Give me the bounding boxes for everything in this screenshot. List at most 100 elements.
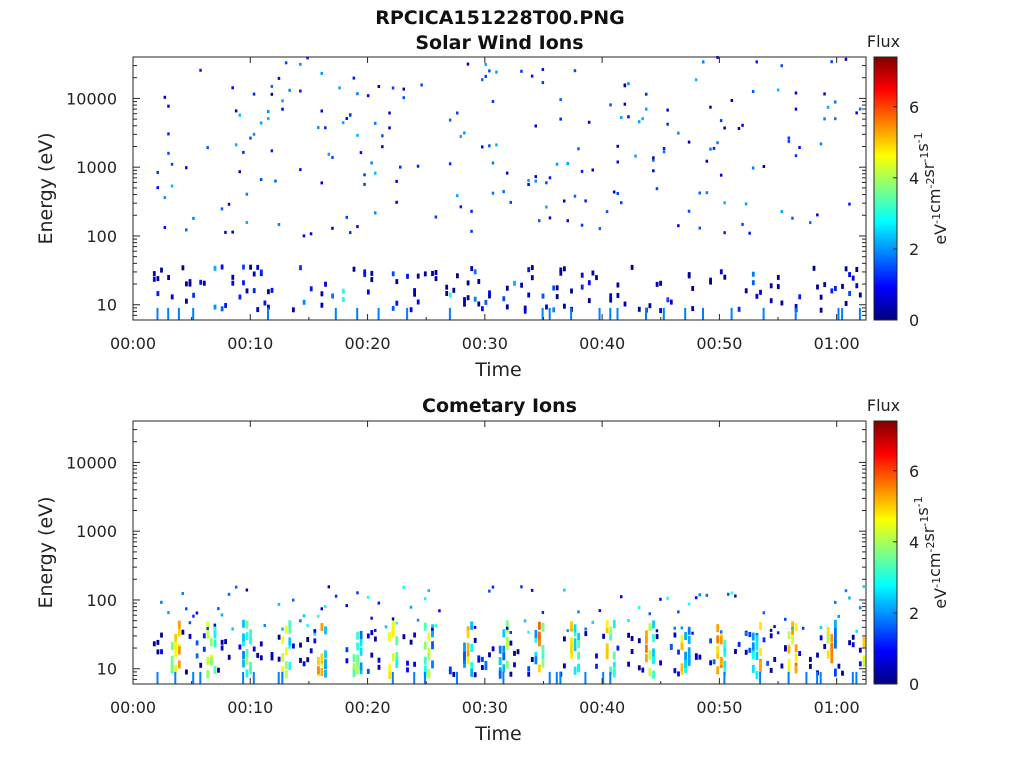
flux-cell (363, 272, 367, 277)
flux-cell (416, 299, 420, 305)
flux-cell (413, 632, 416, 638)
flux-cell (409, 307, 413, 313)
y-tick-label: 10 (97, 296, 117, 315)
flux-cell (819, 671, 822, 684)
flux-cell (709, 147, 712, 151)
flux-cell (816, 284, 819, 290)
flux-cell (270, 652, 274, 657)
flux-cell (206, 630, 210, 639)
flux-cell (612, 662, 616, 671)
flux-cell (391, 653, 395, 662)
flux-cell (573, 666, 577, 675)
colorbar-title: Flux (867, 32, 900, 51)
flux-cell (751, 166, 755, 170)
flux-cell (563, 199, 566, 203)
flux-cell (834, 635, 837, 644)
flux-cell (787, 139, 791, 143)
flux-cell (470, 622, 473, 626)
flux-cell (712, 659, 716, 665)
flux-cell (702, 307, 704, 320)
flux-cell (391, 86, 395, 90)
flux-cell (719, 119, 723, 123)
flux-cell (826, 626, 830, 635)
flux-cell (331, 226, 334, 230)
flux-cell (259, 121, 263, 125)
flux-cell (256, 307, 260, 313)
flux-cell (577, 663, 580, 672)
flux-cell (776, 88, 780, 92)
flux-cell (723, 660, 727, 669)
flux-cell (156, 291, 160, 297)
flux-cell (684, 632, 687, 640)
flux-cell (616, 282, 620, 288)
flux-cell (709, 638, 712, 644)
flux-cell (195, 611, 199, 615)
flux-cell (409, 639, 413, 645)
flux-cell (388, 633, 392, 642)
flux-cell (488, 144, 491, 148)
flux-cell (199, 671, 202, 684)
flux-cell (427, 647, 431, 656)
flux-cell (391, 617, 395, 621)
y-tick-label: 100 (86, 591, 117, 610)
flux-cell (427, 670, 431, 679)
flux-cell (160, 632, 163, 638)
flux-cell (242, 651, 245, 659)
flux-cell (320, 109, 323, 113)
flux-cell (370, 630, 374, 635)
flux-cell (277, 656, 281, 662)
flux-cell (648, 303, 652, 309)
flux-cell (284, 625, 288, 634)
flux-cell (751, 280, 755, 286)
flux-cell (431, 660, 434, 669)
flux-cell (345, 215, 348, 219)
flux-cell (242, 659, 245, 668)
flux-cell (331, 293, 334, 299)
flux-cell (256, 264, 260, 270)
flux-cell (602, 671, 605, 684)
flux-cell (302, 661, 306, 667)
flux-cell (580, 272, 584, 278)
flux-cell (481, 656, 484, 662)
flux-cell (352, 654, 356, 663)
flux-cell (277, 76, 281, 80)
flux-cell (545, 181, 548, 185)
flux-cell (509, 671, 513, 677)
flux-cell (762, 165, 766, 168)
x-tick-label: 00:20 (345, 698, 391, 717)
flux-cell (242, 633, 245, 642)
flux-cell (484, 299, 488, 305)
flux-cell (723, 648, 727, 657)
flux-cell (687, 272, 691, 278)
flux-cell (395, 200, 398, 204)
flux-cell (466, 642, 470, 651)
flux-cell (794, 622, 798, 631)
flux-cell (530, 588, 534, 592)
flux-cell (648, 650, 652, 659)
flux-cell (687, 657, 691, 666)
flux-cell (341, 121, 345, 125)
flux-cell (160, 600, 163, 604)
flux-cell (652, 670, 655, 679)
flux-cell (431, 641, 434, 650)
flux-cell (687, 647, 691, 656)
flux-cell (245, 288, 249, 294)
flux-cell (769, 633, 773, 639)
flux-cell (359, 647, 363, 656)
flux-cell (719, 656, 723, 665)
flux-cell (202, 280, 206, 286)
flux-cell (292, 307, 295, 313)
flux-cell (541, 307, 544, 320)
flux-cell (206, 670, 210, 679)
flux-cell (816, 213, 819, 217)
flux-cell (202, 633, 206, 639)
flux-cell (855, 283, 859, 289)
flux-cell (666, 122, 669, 126)
flux-cell (662, 147, 666, 150)
flux-cell (227, 654, 231, 660)
flux-cell (366, 633, 370, 639)
flux-cell (844, 301, 848, 306)
flux-cell (680, 626, 684, 630)
flux-cell (794, 304, 798, 309)
flux-cell (809, 221, 812, 225)
